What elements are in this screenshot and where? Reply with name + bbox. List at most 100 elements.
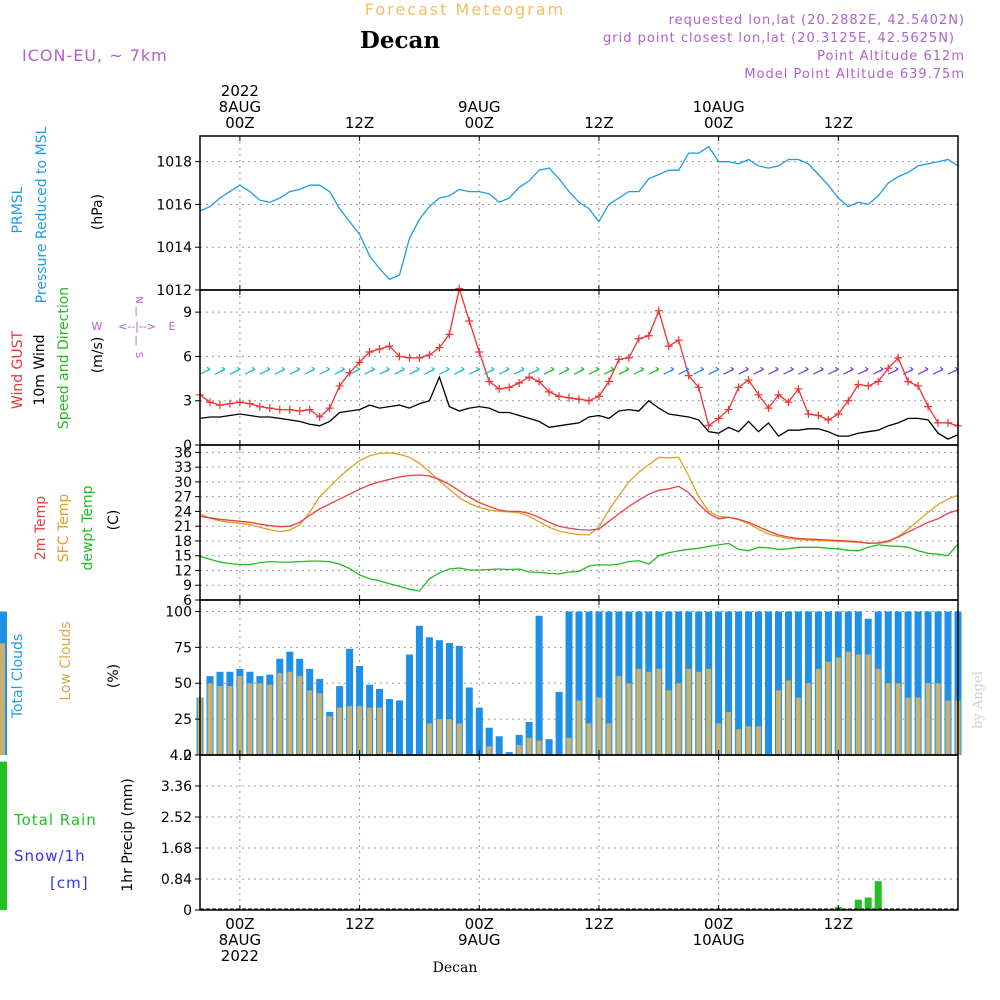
rain-bar [874,881,882,910]
label-snow-unit: [cm] [50,874,89,892]
label-percent: (%) [106,664,122,688]
wind-direction-arrow [663,366,675,375]
wind-direction-arrow [304,366,316,375]
total-cloud-bar [455,645,463,755]
compass-vbar-bottom: | [134,335,137,346]
total-cloud-bar [595,611,603,755]
panel-frame-wind [199,289,959,446]
header-model: ICON-EU, ~ 7km [22,46,168,65]
panel-frame-temp [199,444,959,601]
total-cloud-bar [495,736,503,755]
total-cloud-bar [765,611,772,755]
gust-marker [475,348,484,356]
time-label-top: 00Z [465,114,494,132]
total-cloud-bar [346,648,354,755]
wind-direction-arrow [932,366,944,375]
panel-frame-precip [199,754,959,911]
wind-direction-arrow [394,366,405,375]
total-cloud-bar [745,611,753,755]
gust-marker [854,380,863,389]
y-tick-label: 75 [174,640,192,656]
label-wind-gust: Wind GUST [10,330,26,409]
low-cloud-bar [426,723,432,755]
low-cloud-bar [736,729,742,755]
total-cloud-bar [386,699,393,755]
wind-direction-arrow [678,366,690,375]
temp-panel-labels: 2m Temp SFC Temp dewpt Temp (C) [33,485,122,570]
gust-marker [774,390,783,399]
label-10m-wind: 10m Wind [32,334,48,405]
gust-marker [465,317,474,325]
low-cloud-bar [207,683,213,755]
total-cloud-bar [485,727,493,755]
time-label-top: 12Z [584,114,613,132]
label-sfc-temp: SFC Temp [56,494,72,563]
wind-direction-arrow [738,366,749,375]
total-cloud-bar [465,687,473,755]
panel-frame-pressure [199,135,959,291]
gust-marker [944,418,953,427]
total-cloud-bar [665,611,673,755]
label-total-rain: Total Rain [13,811,97,829]
low-cloud-bar [646,671,652,755]
wind-direction-arrow [244,366,256,375]
total-cloud-bar [585,611,593,755]
wind-direction-arrow [887,366,899,375]
sfc-temp-line [199,452,959,545]
low-cloud-bar [935,683,941,755]
gust-marker [584,396,593,405]
wind-direction-arrow [872,366,884,375]
dewpt-temp-line [199,542,959,592]
gust-marker [604,377,613,386]
y-tick-label: 1014 [156,240,192,256]
gust-marker [295,407,304,416]
total-cloud-bar [425,637,433,755]
wind-direction-arrow [828,366,839,375]
low-cloud-bar [686,668,692,755]
total-cloud-bar [735,611,743,755]
wind-direction-arrow [813,366,824,375]
gust-marker [704,421,713,430]
low-cloud-bar [586,723,592,755]
wind-direction-arrow [334,366,345,375]
header-point-altitude: Point Altitude 612m [817,49,965,64]
wind-panel-labels: Wind GUST 10m Wind Speed and Direction (… [10,287,176,429]
gust-marker [415,353,424,362]
gust-marker [505,383,514,392]
wind-direction-arrow [947,366,959,375]
low-cloud-bar [865,654,871,755]
y-tick-label: 30 [174,475,192,491]
low-cloud-bar [925,683,931,755]
label-snow: Snow/1h [14,847,86,865]
watermark: by Angel [971,671,986,729]
low-cloud-bar [446,719,452,755]
wind-direction-arrow [274,366,286,375]
low-cloud-bar [387,752,392,755]
gust-marker [794,384,803,393]
gust-marker [315,412,324,421]
low-cloud-bar [227,686,233,755]
y-tick-label: 0.84 [161,872,192,888]
low-cloud-bar [636,668,642,755]
low-cloud-bar [835,657,841,755]
low-cloud-bar [347,706,353,755]
gust-marker [515,379,524,387]
wind-direction-arrow [439,366,450,375]
gust-marker [674,336,683,345]
gust-marker [684,371,693,380]
y-tick-label: 36 [174,445,192,461]
label-speed-direction: Speed and Direction [56,287,72,429]
y-tick-label: 6 [183,349,192,365]
label-ms: (m/s) [90,337,106,374]
gust-marker [445,330,454,339]
low-cloud-bar [776,690,781,755]
time-label-bottom: 12Z [345,915,374,933]
compass-north: N [133,296,144,303]
time-label-top: 2022 [221,82,259,100]
data-marks [0,147,962,910]
gust-marker [525,373,534,382]
gust-marker [325,404,334,413]
gust-marker [485,377,494,386]
time-label-bottom: 10AUG [693,931,745,949]
low-cloud-bar [367,707,373,755]
